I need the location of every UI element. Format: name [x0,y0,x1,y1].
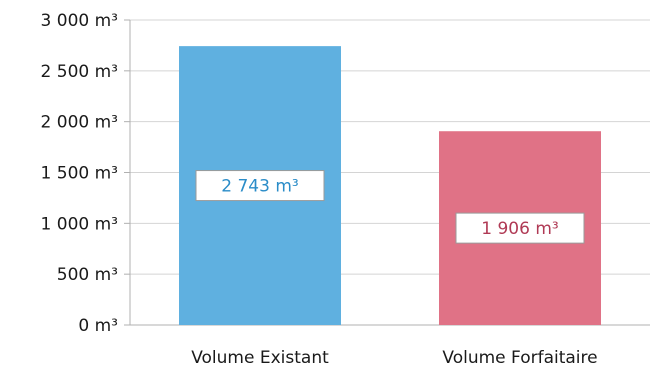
data-labels: 2 743 m³ 1 906 m³ [195,170,585,244]
y-tick-label: 2 000 m³ [41,113,118,133]
y-tick-label: 1 500 m³ [41,164,118,184]
category-labels: Volume Existant Volume Forfaitaire [191,348,597,368]
category-label: Volume Forfaitaire [442,348,597,368]
data-label: 2 743 m³ [221,177,298,197]
data-label: 1 906 m³ [481,219,558,239]
y-tick-label: 3 000 m³ [41,11,118,31]
data-label-box [455,212,585,244]
y-tick-label: 2 500 m³ [41,62,118,82]
data-label-box [195,170,325,202]
y-tick-label: 500 m³ [57,265,118,285]
y-tick-label: 0 m³ [78,316,118,336]
y-tick-labels: 0 m³ 500 m³ 1 000 m³ 1 500 m³ 2 000 m³ 2 500 … [41,11,118,336]
category-label: Volume Existant [191,348,329,368]
y-tick-label: 1 000 m³ [41,214,118,234]
